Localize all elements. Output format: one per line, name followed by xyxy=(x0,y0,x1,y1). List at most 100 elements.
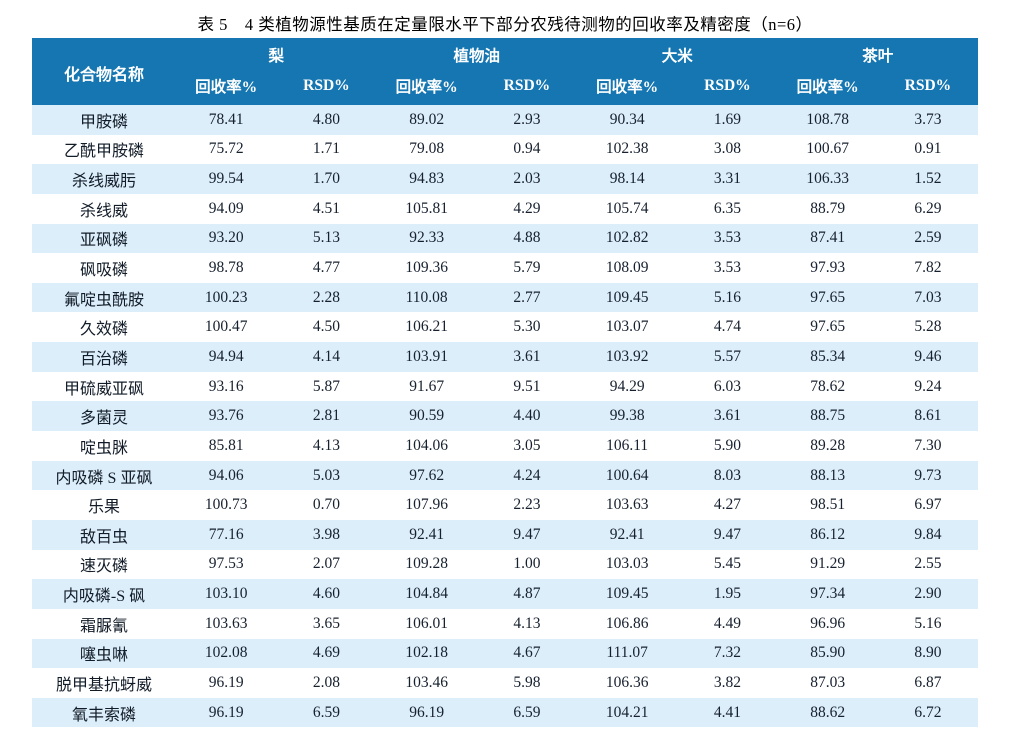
compound-name: 多菌灵 xyxy=(79,410,128,428)
rsd-value: 5.90 xyxy=(713,436,741,454)
compound-name: 久效磷 xyxy=(79,321,128,339)
recovery-value: 103.91 xyxy=(405,347,448,365)
recovery-value: 96.19 xyxy=(409,703,445,721)
recovery-value: 99.38 xyxy=(609,407,645,425)
compound-name: 霜脲氰 xyxy=(79,617,128,635)
rsd-value: 6.59 xyxy=(312,703,340,721)
rsd-value: 3.05 xyxy=(513,436,541,454)
rsd-value: 7.30 xyxy=(914,436,942,454)
rsd-value: 3.65 xyxy=(312,614,340,632)
rsd-value: 6.03 xyxy=(713,377,741,395)
recovery-value: 108.78 xyxy=(806,110,849,128)
table-row: 内吸磷-S 砜 103.10 4.60 104.84 4.87 109.45 1.95 97.… xyxy=(32,579,979,609)
rsd-value: 8.61 xyxy=(914,407,942,425)
rsd-value: 5.13 xyxy=(312,229,340,247)
recovery-value: 106.33 xyxy=(806,170,849,188)
rsd-value: 1.00 xyxy=(513,555,541,573)
recovery-value: 100.47 xyxy=(204,318,248,336)
recovery-value: 102.08 xyxy=(204,644,248,662)
recovery-value: 88.13 xyxy=(810,466,846,484)
rsd-value: 7.32 xyxy=(713,644,741,662)
compound-name: 脱甲基抗蚜威 xyxy=(55,676,152,694)
recovery-value: 92.41 xyxy=(409,525,445,543)
rsd-value: 2.03 xyxy=(513,170,541,188)
recovery-value: 87.41 xyxy=(810,229,846,247)
recovery-value: 97.93 xyxy=(810,259,846,277)
table-row: 杀线威 94.09 4.51 105.81 4.29 105.74 6.35 88.79 6.2… xyxy=(32,193,979,224)
compound-name: 杀线威 xyxy=(79,202,128,220)
table-row: 啶虫脒 85.81 4.13 104.06 3.05 106.11 5.90 89.28 7.3… xyxy=(32,431,979,461)
rsd-value: 2.23 xyxy=(513,496,541,514)
table-row: 敌百虫 77.16 3.98 92.41 9.47 92.41 9.47 86.12 9.84 xyxy=(32,519,979,550)
compound-name: 乐果 xyxy=(87,499,120,517)
table-row: 氧丰索磷 96.19 6.59 96.19 6.59 104.21 4.41 88.62 6.7… xyxy=(32,697,979,728)
rsd-value: 6.97 xyxy=(914,496,942,514)
recovery-value: 106.11 xyxy=(606,436,649,454)
rsd-value: 9.47 xyxy=(713,525,741,543)
compound-name: 敌百虫 xyxy=(79,528,128,546)
table-body: 甲胺磷 78.41 4.80 89.02 2.93 90.34 1.69 108.78 3.73… xyxy=(32,105,979,728)
rsd-value: 4.14 xyxy=(312,347,340,365)
rsd-value: 2.08 xyxy=(312,673,340,691)
recovery-value: 106.36 xyxy=(605,673,649,691)
table-row: 百治磷 94.94 4.14 103.91 3.61 103.92 5.57 85.34 9.4… xyxy=(32,342,979,372)
recovery-value: 99.54 xyxy=(208,170,244,188)
rsd-value: 3.53 xyxy=(713,259,741,277)
table-row: 脱甲基抗蚜威 96.19 2.08 103.46 5.98 106.36 3.82 87.03… xyxy=(32,668,979,698)
recovery-value: 102.38 xyxy=(605,140,649,158)
rsd-value: 3.73 xyxy=(914,110,942,128)
rsd-value: 7.82 xyxy=(914,259,942,277)
rsd-value: 9.51 xyxy=(513,377,541,395)
recovery-value: 107.96 xyxy=(405,496,448,514)
table-row: 霜脲氰 103.63 3.65 106.01 4.13 106.86 4.49 96.96 5.… xyxy=(32,608,979,639)
rsd-value: 9.47 xyxy=(513,525,541,543)
rsd-value: 7.03 xyxy=(914,288,942,306)
rsd-value: 4.88 xyxy=(513,229,541,247)
recovery-value: 110.08 xyxy=(405,288,448,306)
rsd-value: 4.27 xyxy=(713,496,741,514)
rsd-value: 5.98 xyxy=(513,673,541,691)
recovery-value: 97.53 xyxy=(208,555,244,573)
rsd-value: 3.08 xyxy=(713,140,741,158)
matrix-header-pear: 梨 xyxy=(176,38,377,70)
recovery-value: 96.19 xyxy=(208,673,244,691)
recovery-value: 92.41 xyxy=(609,525,645,543)
compound-name: 氧丰索磷 xyxy=(71,706,136,724)
rsd-value: 4.87 xyxy=(513,585,541,603)
recovery-value: 100.73 xyxy=(204,496,248,514)
recovery-header-pear: 回收率% xyxy=(176,70,277,105)
recovery-value: 94.09 xyxy=(208,199,244,217)
rsd-value: 4.40 xyxy=(513,407,541,425)
rsd-value: 1.52 xyxy=(914,170,942,188)
rsd-value: 4.50 xyxy=(312,318,340,336)
table-row: 速灭磷 97.53 2.07 109.28 1.00 103.03 5.45 91.29 2.5… xyxy=(32,549,979,580)
recovery-value: 103.92 xyxy=(605,347,649,365)
table-row: 亚砜磷 93.20 5.13 92.33 4.88 102.82 3.53 87.41 2.59 xyxy=(32,223,979,254)
recovery-value: 109.36 xyxy=(405,259,448,277)
recovery-value: 97.65 xyxy=(810,288,846,306)
rsd-value: 3.61 xyxy=(513,347,541,365)
recovery-value: 108.09 xyxy=(605,259,649,277)
rsd-value: 4.77 xyxy=(312,259,340,277)
rsd-value: 4.13 xyxy=(312,436,340,454)
recovery-value: 87.03 xyxy=(810,673,846,691)
recovery-value: 98.51 xyxy=(810,496,846,514)
matrix-header-rice: 大米 xyxy=(577,38,778,70)
rsd-value: 1.69 xyxy=(713,110,741,128)
rsd-value: 4.51 xyxy=(312,199,340,217)
recovery-header-tea: 回收率% xyxy=(777,70,878,105)
recovery-value: 97.65 xyxy=(810,318,846,336)
rsd-value: 2.93 xyxy=(513,110,541,128)
rsd-value: 3.31 xyxy=(713,170,741,188)
rsd-value: 4.69 xyxy=(312,644,340,662)
recovery-value: 111.07 xyxy=(606,644,648,662)
table-row: 乙酰甲胺磷 75.72 1.71 79.08 0.94 102.38 3.08 100.67 0… xyxy=(32,134,979,165)
recovery-value: 103.10 xyxy=(204,585,248,603)
recovery-value: 85.90 xyxy=(810,644,846,662)
rsd-value: 6.35 xyxy=(713,199,741,217)
rsd-value: 2.90 xyxy=(914,585,942,603)
table-header: 化合物名称 梨 植物油 大米 茶叶 回收率% RSD% 回收率% RSD% 回收… xyxy=(32,38,979,105)
recovery-value: 89.02 xyxy=(409,110,445,128)
recovery-value: 96.19 xyxy=(208,703,244,721)
recovery-value: 97.62 xyxy=(409,466,445,484)
